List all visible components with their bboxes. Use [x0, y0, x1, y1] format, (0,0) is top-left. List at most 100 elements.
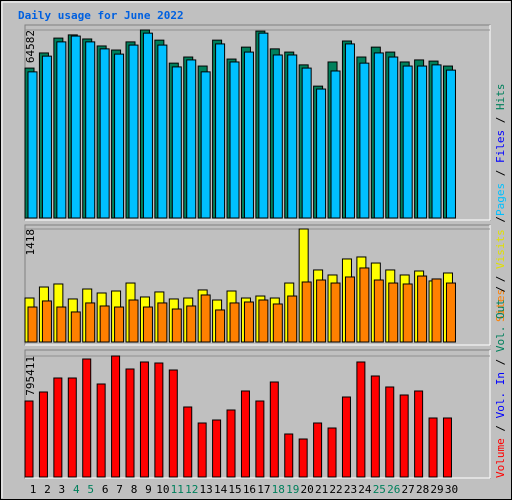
bar: [53, 377, 63, 478]
bar: [128, 299, 139, 343]
bar: [301, 281, 312, 343]
bar: [27, 71, 38, 219]
bar: [229, 61, 240, 219]
x-tick-label: 23: [344, 483, 357, 496]
x-tick-label: 15: [228, 483, 241, 496]
x-tick-label: 25: [373, 483, 386, 496]
bar: [200, 71, 211, 219]
bar: [385, 386, 395, 478]
x-tick-label: 6: [102, 483, 109, 496]
bar: [96, 383, 106, 478]
bar: [287, 54, 298, 219]
bar: [284, 433, 294, 478]
bar: [272, 303, 283, 343]
legend-item: Visits: [494, 229, 507, 269]
bar: [316, 279, 327, 343]
x-tick-label: 18: [272, 483, 285, 496]
bar: [431, 278, 442, 343]
x-tick-label: 16: [243, 483, 256, 496]
legend-separator: /: [494, 216, 507, 229]
bar: [298, 438, 308, 478]
legend-separator: /: [494, 418, 507, 438]
legend-item: Pages: [494, 183, 507, 216]
bar: [330, 282, 341, 343]
bar: [171, 308, 182, 343]
bar: [215, 43, 226, 219]
bar: [431, 64, 442, 219]
y-tick-label: 1418: [24, 229, 37, 256]
bar: [56, 306, 67, 343]
bar: [128, 44, 139, 219]
bar: [142, 306, 153, 343]
bar: [417, 275, 428, 343]
legend-item: Hits: [494, 84, 507, 111]
bar: [215, 309, 226, 343]
bar: [27, 306, 38, 343]
x-tick-label: 28: [416, 483, 429, 496]
legend-item: Files: [494, 130, 507, 163]
bar: [41, 300, 52, 343]
legend-separator: /: [494, 286, 507, 299]
bar: [186, 59, 197, 219]
legend-item: Sites: [494, 289, 507, 322]
x-tick-label: 30: [445, 483, 458, 496]
bar: [402, 65, 413, 219]
x-tick-label: 19: [286, 483, 299, 496]
bar: [373, 279, 384, 343]
bar: [243, 51, 254, 219]
bar: [445, 69, 456, 219]
legend: Sites / Visits /: [494, 216, 507, 322]
bar: [226, 409, 236, 478]
bar: [255, 400, 265, 478]
x-tick-label: 2: [44, 483, 51, 496]
bar: [67, 377, 77, 478]
bar: [330, 70, 341, 219]
y-tick-label: 64582: [24, 30, 37, 63]
bar: [373, 52, 384, 219]
x-tick-label: 29: [430, 483, 443, 496]
x-tick-label: 4: [73, 483, 80, 496]
bar: [200, 294, 211, 343]
bar: [417, 65, 428, 219]
x-tick-label: 1: [30, 483, 37, 496]
bar: [111, 355, 121, 478]
bar: [114, 53, 125, 219]
bar: [402, 283, 413, 343]
bar: [197, 422, 207, 478]
bar: [442, 417, 452, 478]
bar: [414, 390, 424, 478]
bar: [229, 302, 240, 343]
bar: [154, 362, 164, 478]
bar: [38, 391, 48, 478]
bar: [272, 54, 283, 219]
x-tick-label: 10: [156, 483, 169, 496]
bar: [388, 56, 399, 219]
bar: [56, 41, 67, 219]
bar: [41, 55, 52, 219]
legend-separator: /: [494, 110, 507, 130]
bar: [240, 390, 250, 478]
bar: [99, 305, 110, 343]
bar: [301, 67, 312, 219]
bar: [114, 306, 125, 343]
bar: [445, 282, 456, 343]
bar: [327, 427, 337, 478]
x-tick-label: 22: [329, 483, 342, 496]
x-tick-label: 12: [185, 483, 198, 496]
bar: [85, 302, 96, 343]
bar: [24, 400, 34, 478]
x-tick-label: 9: [145, 483, 152, 496]
bar: [399, 394, 409, 478]
bar: [168, 369, 178, 478]
bar: [428, 417, 438, 478]
bar: [171, 66, 182, 219]
x-tick-label: 3: [59, 483, 66, 496]
legend-separator: /: [494, 352, 507, 372]
x-tick-label: 11: [171, 483, 184, 496]
x-tick-label: 27: [402, 483, 415, 496]
bar: [258, 32, 269, 219]
x-tick-label: 21: [315, 483, 328, 496]
bar: [142, 32, 153, 219]
bar: [157, 302, 168, 343]
